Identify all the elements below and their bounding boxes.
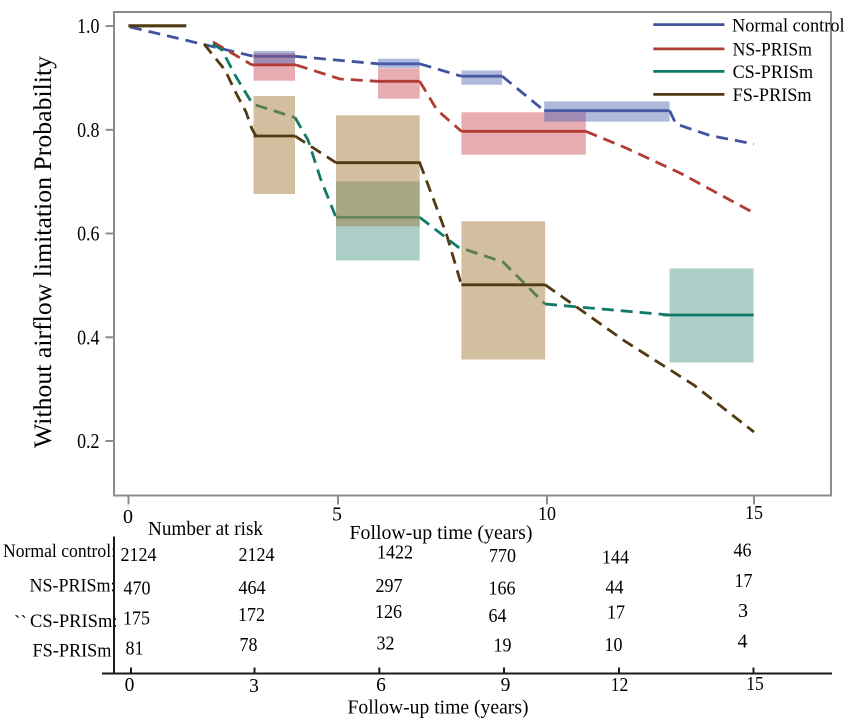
svg-text:297: 297 bbox=[376, 575, 403, 597]
svg-text:46: 46 bbox=[734, 540, 752, 562]
svg-text:78: 78 bbox=[240, 634, 258, 656]
svg-text:15: 15 bbox=[745, 502, 763, 524]
svg-text:0: 0 bbox=[123, 506, 133, 528]
svg-text:32: 32 bbox=[377, 633, 395, 655]
svg-text:Number at risk: Number at risk bbox=[148, 518, 263, 540]
svg-text:0.6: 0.6 bbox=[77, 222, 100, 246]
svg-text:175: 175 bbox=[123, 608, 150, 630]
svg-text:17: 17 bbox=[735, 570, 753, 592]
svg-text:10: 10 bbox=[538, 503, 556, 525]
svg-text:4: 4 bbox=[738, 631, 748, 653]
svg-text:464: 464 bbox=[239, 577, 266, 599]
svg-text:9: 9 bbox=[501, 675, 511, 696]
svg-text:10: 10 bbox=[605, 634, 623, 656]
svg-text:NS-PRISm: NS-PRISm bbox=[733, 40, 812, 61]
svg-text:Follow-up time (years): Follow-up time (years) bbox=[348, 697, 529, 719]
svg-text:``: `` bbox=[14, 613, 27, 634]
svg-text:CS-PRISm: CS-PRISm bbox=[733, 62, 814, 83]
svg-text:126: 126 bbox=[375, 601, 402, 623]
svg-text:3: 3 bbox=[249, 676, 259, 697]
svg-text:144: 144 bbox=[602, 547, 629, 569]
svg-text:15: 15 bbox=[746, 674, 764, 695]
svg-text:6: 6 bbox=[376, 675, 386, 696]
svg-text:44: 44 bbox=[606, 577, 624, 599]
svg-text:FS-PRISm: FS-PRISm bbox=[733, 85, 812, 106]
svg-text:770: 770 bbox=[489, 545, 516, 567]
svg-text:Follow-up time (years): Follow-up time (years) bbox=[350, 522, 533, 544]
svg-text:CS-PRISm:: CS-PRISm: bbox=[30, 611, 118, 632]
svg-text:0.4: 0.4 bbox=[77, 325, 100, 349]
svg-text:3: 3 bbox=[738, 600, 748, 622]
svg-text:0: 0 bbox=[125, 675, 135, 696]
svg-text:Normal control: Normal control bbox=[732, 15, 845, 36]
svg-text:470: 470 bbox=[124, 578, 151, 600]
svg-text:5: 5 bbox=[332, 504, 342, 526]
svg-text:17: 17 bbox=[607, 602, 625, 624]
svg-text:172: 172 bbox=[238, 604, 265, 626]
svg-text:12: 12 bbox=[611, 675, 629, 696]
svg-text:2124: 2124 bbox=[239, 544, 275, 566]
svg-text:81: 81 bbox=[126, 638, 144, 660]
svg-text:1422: 1422 bbox=[377, 542, 413, 564]
svg-text:0.2: 0.2 bbox=[77, 429, 99, 453]
svg-text:FS-PRISm:: FS-PRISm: bbox=[33, 641, 117, 662]
svg-text:0.8: 0.8 bbox=[77, 118, 99, 142]
svg-text:166: 166 bbox=[489, 578, 516, 600]
svg-text:2124: 2124 bbox=[121, 544, 157, 566]
svg-text:NS-PRISm:: NS-PRISm: bbox=[30, 576, 116, 597]
svg-text:Normal control:: Normal control: bbox=[3, 541, 116, 562]
svg-text:64: 64 bbox=[489, 605, 507, 627]
svg-text:1.0: 1.0 bbox=[77, 14, 99, 38]
svg-text:Without airflow limitation Pro: Without airflow limitation Probability bbox=[28, 56, 57, 448]
svg-text:19: 19 bbox=[494, 635, 512, 657]
